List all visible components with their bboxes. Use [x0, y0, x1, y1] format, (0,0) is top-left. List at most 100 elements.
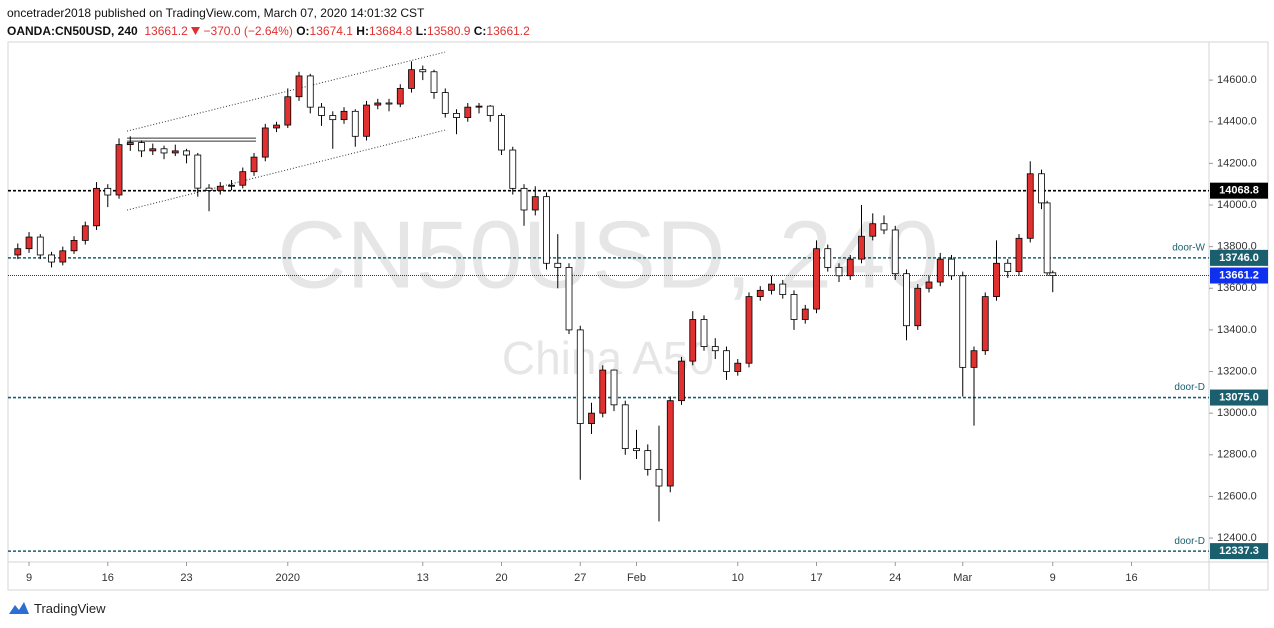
l-label: L: [415, 24, 428, 38]
candle-body [936, 258, 944, 283]
candle-body [633, 448, 640, 452]
candle-body [374, 102, 382, 106]
candle-body [959, 275, 967, 368]
candle-body [644, 450, 652, 470]
candle-body [284, 96, 292, 126]
footer[interactable]: TradingView [8, 600, 106, 616]
candle-body [453, 113, 460, 118]
header: oncetrader2018 published on TradingView.… [7, 4, 530, 40]
candle-body [14, 248, 22, 256]
high: 13684.8 [368, 24, 413, 38]
candle-body [599, 369, 607, 414]
level-label: 13075.0 [1219, 391, 1259, 403]
x-tick-label: 23 [180, 572, 192, 584]
x-tick-label: Feb [627, 572, 646, 584]
trendline [126, 51, 446, 132]
candle-body [25, 236, 33, 250]
candle-body [36, 236, 44, 256]
candle-body [340, 110, 348, 121]
x-tick-label: 27 [574, 572, 586, 584]
candle-body [261, 127, 269, 158]
candle-body [430, 71, 438, 93]
candle-body [183, 150, 190, 156]
y-tick-label: 12600.0 [1217, 490, 1257, 502]
candle-body [756, 289, 764, 297]
candle-body [846, 258, 854, 277]
candle-body [880, 223, 888, 231]
candle-body [171, 150, 179, 154]
candle-body [408, 69, 415, 89]
candle-body [194, 154, 202, 189]
candle-body [700, 319, 708, 347]
candle-body [81, 225, 89, 241]
candle-body [138, 142, 145, 152]
candle-body [295, 75, 303, 98]
level-label: 14068.8 [1219, 185, 1259, 197]
candle-body [554, 262, 562, 268]
symbol: OANDA:CN50USD, 240 [7, 24, 138, 38]
candle-body [318, 106, 325, 116]
candle-body [610, 369, 618, 406]
candle-body [205, 187, 213, 191]
y-tick-label: 13000.0 [1217, 407, 1257, 419]
candle-body [385, 102, 393, 105]
candle-body [126, 142, 134, 146]
x-tick-label: 9 [26, 572, 32, 584]
candle-body [835, 267, 843, 277]
y-tick-label: 14600.0 [1217, 74, 1257, 86]
candle-body [70, 239, 78, 252]
candle-body [498, 115, 505, 151]
y-tick-label: 13800.0 [1217, 241, 1257, 253]
candle-body [1026, 173, 1034, 239]
level-label-box [1210, 543, 1268, 560]
c-label: C: [473, 24, 487, 38]
candle-body [115, 144, 123, 196]
candle-body [543, 196, 550, 264]
candle-body [486, 105, 494, 116]
candle-body [419, 69, 427, 73]
logo [9, 602, 29, 614]
level-label-box [1210, 249, 1268, 266]
candle-body [948, 258, 955, 277]
candle-body [1038, 173, 1045, 204]
candle-body [734, 362, 742, 372]
x-tick-label: 10 [732, 572, 744, 584]
level-label-box [1210, 182, 1268, 199]
candle-body [824, 248, 832, 268]
candle-body [779, 283, 787, 295]
level-label-box [1210, 267, 1268, 284]
level-name: door-W [1172, 243, 1205, 254]
candle-body [903, 273, 910, 327]
candle-body [745, 296, 753, 364]
y-tick-label: 14200.0 [1217, 157, 1257, 169]
candle-body [790, 294, 798, 320]
x-tick-label: Mar [953, 572, 972, 584]
x-tick-label: 2020 [276, 572, 300, 584]
candle-body [801, 308, 809, 320]
candle-body [689, 319, 697, 362]
candle-body [48, 254, 55, 263]
candle-body [306, 75, 314, 108]
level-label: 12337.3 [1219, 545, 1259, 557]
candle-body [160, 148, 168, 154]
candle-body [655, 468, 663, 487]
candle-body [250, 156, 258, 173]
level-label: 13661.2 [1219, 269, 1259, 281]
candle-body [869, 223, 877, 237]
candle-body [520, 187, 528, 211]
level-label-box [1210, 389, 1268, 406]
candle-body [813, 248, 820, 310]
level-name: door-D [1174, 382, 1205, 393]
down-arrow [191, 27, 201, 35]
chart-frame [7, 41, 1269, 591]
candle-body [925, 281, 933, 289]
candle-body [981, 296, 989, 352]
candle-body [441, 92, 449, 114]
candle-body [475, 105, 483, 108]
candle-body [509, 149, 517, 189]
candle-body [273, 124, 280, 129]
candle-body [666, 400, 674, 487]
publisher: oncetrader2018 published on TradingView.… [7, 6, 425, 20]
